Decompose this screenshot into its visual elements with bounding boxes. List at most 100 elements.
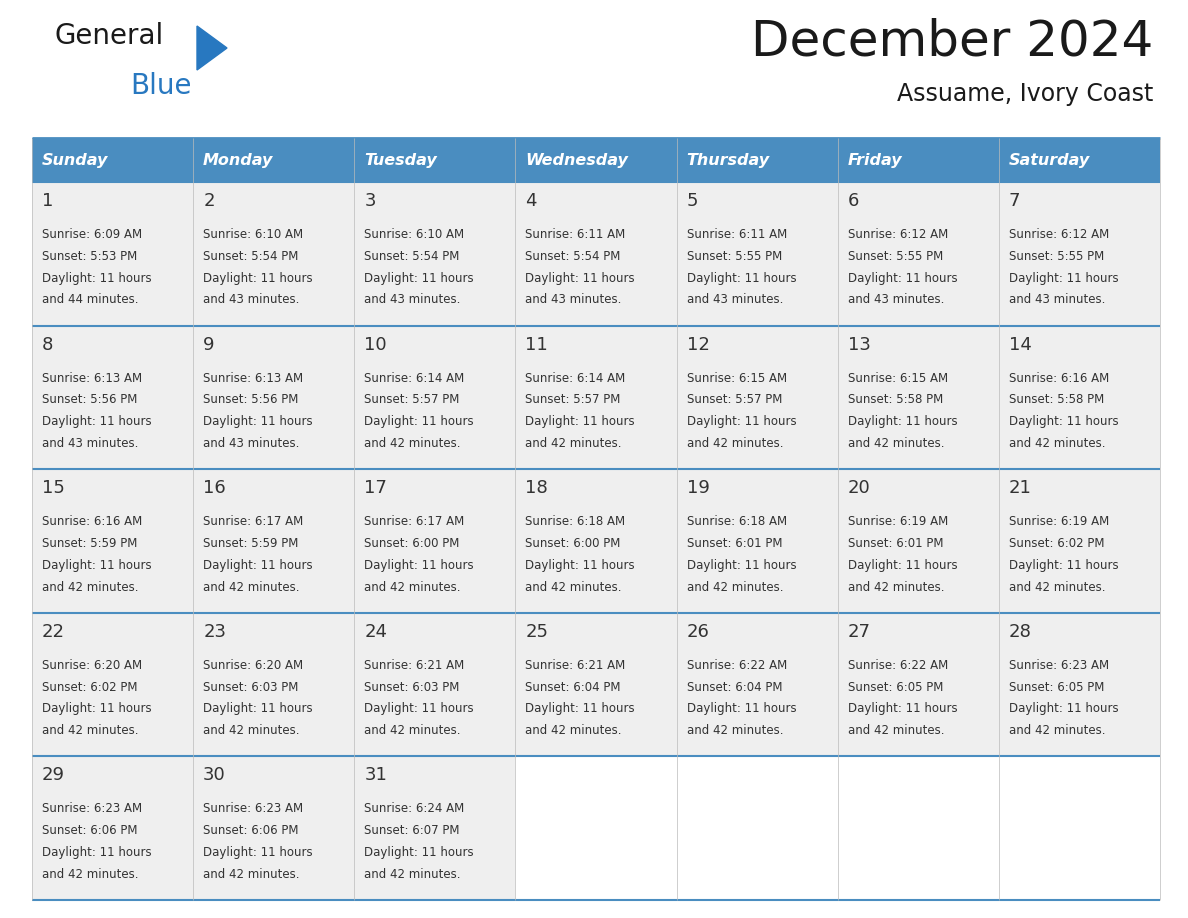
Text: 23: 23 xyxy=(203,622,226,641)
Bar xyxy=(354,138,516,182)
Text: Sunrise: 6:13 AM: Sunrise: 6:13 AM xyxy=(42,372,143,385)
Text: and 43 minutes.: and 43 minutes. xyxy=(1009,294,1105,307)
Text: 29: 29 xyxy=(42,767,65,784)
Bar xyxy=(354,326,516,469)
Bar xyxy=(677,138,838,182)
Text: and 42 minutes.: and 42 minutes. xyxy=(365,724,461,737)
Text: and 42 minutes.: and 42 minutes. xyxy=(848,580,944,594)
Text: 28: 28 xyxy=(1009,622,1031,641)
Text: Sunrise: 6:20 AM: Sunrise: 6:20 AM xyxy=(42,659,143,672)
Text: Daylight: 11 hours: Daylight: 11 hours xyxy=(42,272,152,285)
Bar xyxy=(999,613,1159,756)
Text: 14: 14 xyxy=(1009,336,1031,353)
Text: Sunrise: 6:13 AM: Sunrise: 6:13 AM xyxy=(203,372,303,385)
Text: Sunrise: 6:11 AM: Sunrise: 6:11 AM xyxy=(525,228,626,241)
Text: Sunrise: 6:17 AM: Sunrise: 6:17 AM xyxy=(365,515,465,528)
Text: 22: 22 xyxy=(42,622,65,641)
Bar xyxy=(516,469,677,613)
Bar xyxy=(194,613,354,756)
Bar xyxy=(838,326,999,469)
Text: Daylight: 11 hours: Daylight: 11 hours xyxy=(203,846,312,859)
Text: 6: 6 xyxy=(848,192,859,210)
Text: Sunset: 6:02 PM: Sunset: 6:02 PM xyxy=(1009,537,1105,550)
Text: and 42 minutes.: and 42 minutes. xyxy=(42,724,139,737)
Text: Sunset: 5:57 PM: Sunset: 5:57 PM xyxy=(525,394,621,407)
Text: Sunset: 5:59 PM: Sunset: 5:59 PM xyxy=(203,537,298,550)
Text: 4: 4 xyxy=(525,192,537,210)
Bar xyxy=(194,138,354,182)
Text: and 42 minutes.: and 42 minutes. xyxy=(1009,580,1105,594)
Bar xyxy=(516,138,677,182)
Text: Sunrise: 6:14 AM: Sunrise: 6:14 AM xyxy=(525,372,626,385)
Text: Wednesday: Wednesday xyxy=(525,152,628,167)
Text: and 43 minutes.: and 43 minutes. xyxy=(525,294,621,307)
Text: Sunrise: 6:16 AM: Sunrise: 6:16 AM xyxy=(1009,372,1110,385)
Bar xyxy=(354,756,516,900)
Text: 18: 18 xyxy=(525,479,548,498)
Text: 19: 19 xyxy=(687,479,709,498)
Text: Sunset: 6:03 PM: Sunset: 6:03 PM xyxy=(365,680,460,694)
Text: and 43 minutes.: and 43 minutes. xyxy=(203,294,299,307)
Text: and 43 minutes.: and 43 minutes. xyxy=(203,437,299,450)
Bar xyxy=(838,182,999,326)
Text: and 42 minutes.: and 42 minutes. xyxy=(848,437,944,450)
Text: Sunset: 5:55 PM: Sunset: 5:55 PM xyxy=(848,250,943,263)
Text: and 42 minutes.: and 42 minutes. xyxy=(42,580,139,594)
Text: Sunrise: 6:12 AM: Sunrise: 6:12 AM xyxy=(848,228,948,241)
Bar xyxy=(677,469,838,613)
Text: Sunset: 6:04 PM: Sunset: 6:04 PM xyxy=(687,680,782,694)
Text: and 42 minutes.: and 42 minutes. xyxy=(203,868,299,880)
Text: 10: 10 xyxy=(365,336,387,353)
Text: Sunrise: 6:18 AM: Sunrise: 6:18 AM xyxy=(525,515,626,528)
Text: and 43 minutes.: and 43 minutes. xyxy=(687,294,783,307)
Text: 2: 2 xyxy=(203,192,215,210)
Text: and 42 minutes.: and 42 minutes. xyxy=(203,580,299,594)
Bar xyxy=(32,756,194,900)
Text: 16: 16 xyxy=(203,479,226,498)
Text: Sunrise: 6:24 AM: Sunrise: 6:24 AM xyxy=(365,802,465,815)
Text: and 42 minutes.: and 42 minutes. xyxy=(687,724,783,737)
Text: Sunset: 5:56 PM: Sunset: 5:56 PM xyxy=(203,394,298,407)
Text: Sunrise: 6:12 AM: Sunrise: 6:12 AM xyxy=(1009,228,1110,241)
Text: Daylight: 11 hours: Daylight: 11 hours xyxy=(848,559,958,572)
Bar xyxy=(999,326,1159,469)
Text: Tuesday: Tuesday xyxy=(365,152,437,167)
Text: Daylight: 11 hours: Daylight: 11 hours xyxy=(365,846,474,859)
Text: Sunset: 5:57 PM: Sunset: 5:57 PM xyxy=(687,394,782,407)
Text: and 43 minutes.: and 43 minutes. xyxy=(42,437,138,450)
Text: Sunrise: 6:10 AM: Sunrise: 6:10 AM xyxy=(365,228,465,241)
Text: Sunrise: 6:23 AM: Sunrise: 6:23 AM xyxy=(203,802,303,815)
Text: Sunset: 5:57 PM: Sunset: 5:57 PM xyxy=(365,394,460,407)
Text: Sunset: 5:53 PM: Sunset: 5:53 PM xyxy=(42,250,138,263)
Text: Daylight: 11 hours: Daylight: 11 hours xyxy=(365,272,474,285)
Bar xyxy=(32,469,194,613)
Bar xyxy=(194,326,354,469)
Text: Sunset: 6:01 PM: Sunset: 6:01 PM xyxy=(687,537,782,550)
Text: 31: 31 xyxy=(365,767,387,784)
Text: Daylight: 11 hours: Daylight: 11 hours xyxy=(1009,272,1118,285)
Bar xyxy=(32,182,194,326)
Bar xyxy=(677,613,838,756)
Text: Daylight: 11 hours: Daylight: 11 hours xyxy=(1009,702,1118,715)
Text: and 42 minutes.: and 42 minutes. xyxy=(525,437,623,450)
Bar xyxy=(354,613,516,756)
Text: December 2024: December 2024 xyxy=(751,18,1154,66)
Text: and 42 minutes.: and 42 minutes. xyxy=(687,437,783,450)
Bar xyxy=(194,469,354,613)
Text: and 42 minutes.: and 42 minutes. xyxy=(525,724,623,737)
Text: 3: 3 xyxy=(365,192,375,210)
Bar xyxy=(838,138,999,182)
Bar xyxy=(32,613,194,756)
Text: Sunrise: 6:19 AM: Sunrise: 6:19 AM xyxy=(1009,515,1110,528)
Bar xyxy=(677,182,838,326)
Text: Daylight: 11 hours: Daylight: 11 hours xyxy=(203,272,312,285)
Text: Daylight: 11 hours: Daylight: 11 hours xyxy=(525,415,636,428)
Text: and 42 minutes.: and 42 minutes. xyxy=(848,724,944,737)
Text: 20: 20 xyxy=(848,479,871,498)
Text: Daylight: 11 hours: Daylight: 11 hours xyxy=(848,272,958,285)
Polygon shape xyxy=(197,26,227,70)
Text: and 42 minutes.: and 42 minutes. xyxy=(687,580,783,594)
Bar xyxy=(516,756,677,900)
Text: 25: 25 xyxy=(525,622,549,641)
Bar xyxy=(677,326,838,469)
